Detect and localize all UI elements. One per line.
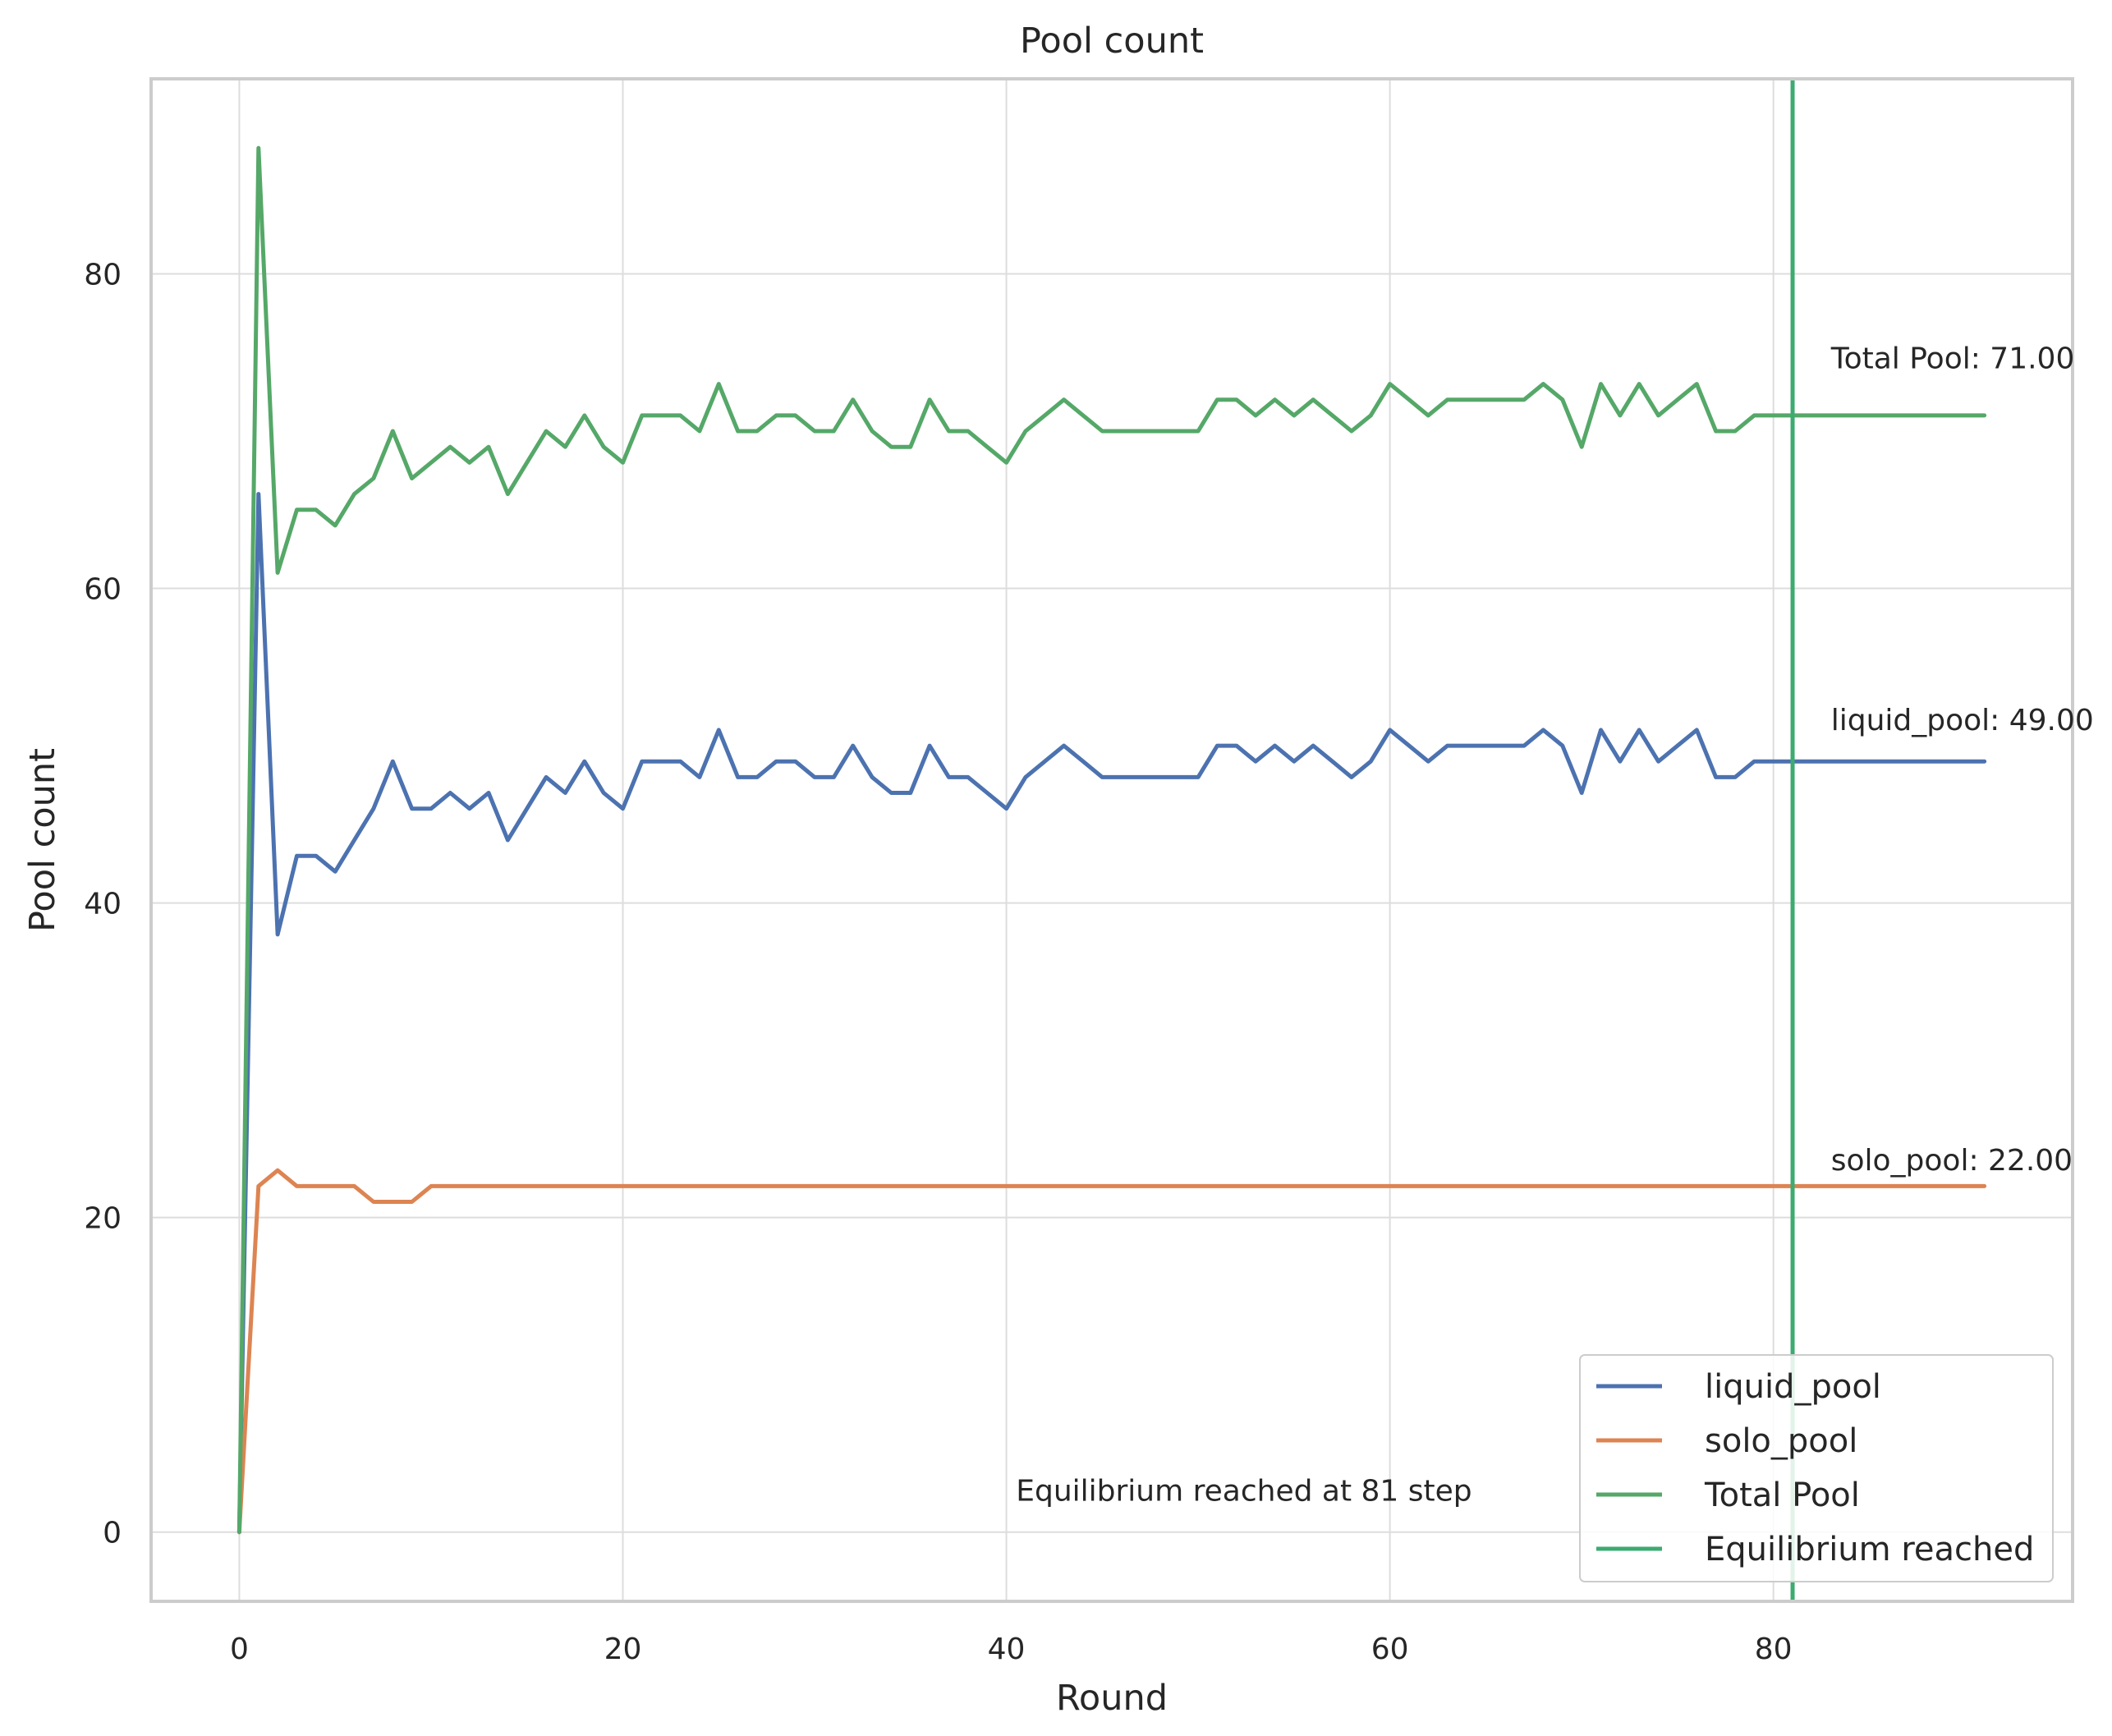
annotation-label: Equilibrium reached at 81 step: [1016, 1474, 1472, 1508]
annotation-label: solo_pool: 22.00: [1831, 1144, 2073, 1178]
grid: [151, 79, 2073, 1601]
x-tick-label: 60: [1371, 1633, 1409, 1666]
legend-box: [1579, 1354, 2054, 1582]
series-line-liquid-pool: [236, 492, 1987, 1535]
y-axis-title: Pool count: [22, 748, 63, 932]
series-line-total-pool: [236, 145, 1987, 1535]
legend-label: Equilibrium reached: [1705, 1531, 2034, 1568]
annotation-label: liquid_pool: 49.00: [1831, 704, 2094, 737]
ticks: 0 20 40 60 80 0 20 40 60 80: [84, 258, 1792, 1666]
legend: liquid_pool solo_pool Total Pool Equilibriu…: [1579, 1354, 2054, 1582]
y-tick-label: 20: [84, 1202, 122, 1236]
annotations: Total Pool: 71.00 liquid_pool: 49.00 solo_…: [1016, 342, 2094, 1508]
axes-frame: [149, 77, 2074, 1603]
y-tick-label: 40: [84, 888, 122, 921]
x-tick-label: 0: [230, 1633, 249, 1666]
legend-label: liquid_pool: [1705, 1368, 1881, 1406]
x-axis-title: Round: [1056, 1678, 1168, 1719]
x-tick-label: 80: [1755, 1633, 1793, 1666]
plot-frame: [149, 77, 2074, 1603]
y-tick-label: 80: [84, 258, 122, 292]
chart-title: Pool count: [1020, 21, 1204, 62]
legend-label: solo_pool: [1705, 1422, 1857, 1460]
legend-label: Total Pool: [1704, 1477, 1860, 1514]
annotation-label: Total Pool: 71.00: [1830, 342, 2075, 375]
y-tick-label: 0: [103, 1517, 122, 1550]
series: [236, 79, 1987, 1601]
y-tick-label: 60: [84, 573, 122, 607]
x-tick-label: 20: [604, 1633, 642, 1666]
x-tick-label: 40: [988, 1633, 1026, 1666]
series-line-solo-pool: [236, 1168, 1987, 1535]
